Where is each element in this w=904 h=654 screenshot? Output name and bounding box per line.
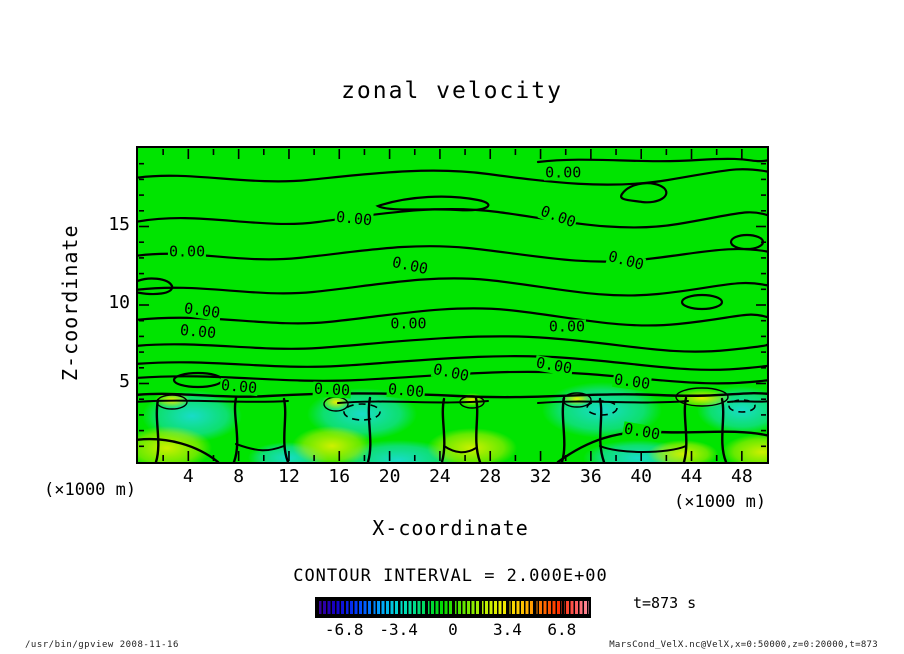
x-tick-label: 4 (182, 466, 194, 487)
contour-extrema-dashed (343, 399, 756, 421)
x-tick-label: 8 (233, 466, 245, 487)
x-tick-label: 28 (479, 466, 502, 487)
x-tick-label: 12 (278, 466, 300, 487)
chart-title: zonal velocity (341, 78, 563, 104)
colorbar-tick-label: 6.8 (547, 620, 577, 639)
colorbar-tick-label: 0 (448, 620, 458, 639)
colorbar (315, 597, 591, 618)
contour-interval-text: CONTOUR INTERVAL = 2.000E+00 (293, 566, 608, 586)
footer-program-date: /usr/bin/gpview 2008-11-16 (25, 640, 179, 650)
y-axis-unit-label: (×1000 m) (44, 480, 137, 500)
contour-extrema-solid (156, 387, 729, 412)
contour-plot-svg (138, 148, 767, 462)
x-tick-label: 24 (429, 466, 451, 487)
x-tick-label: 16 (328, 466, 351, 487)
y-tick-label: 15 (108, 213, 130, 235)
colorbar-tick-label: -6.8 (324, 620, 364, 639)
y-tick-label: 10 (108, 292, 130, 313)
footer-dataset-info: MarsCond_VelX.nc@VelX,x=0:50000,z=0:2000… (609, 640, 878, 650)
colorbar-tick-label: 3.4 (492, 620, 522, 639)
x-tick-label: 36 (580, 466, 602, 487)
y-axis-tick-labels: 5 10 15 (94, 146, 130, 460)
y-tick-label: 5 (119, 370, 130, 392)
x-tick-label: 48 (730, 466, 753, 487)
x-tick-label: 32 (529, 466, 552, 487)
plot-canvas (136, 146, 769, 464)
x-tick-label: 44 (680, 466, 703, 487)
x-axis-unit-label: (×1000 m) (674, 492, 767, 512)
colorbar-tick-labels: -6.8 -3.4 0 3.4 6.8 (317, 622, 589, 642)
x-axis-tick-labels: 4 8 12 16 20 24 28 32 36 40 44 48 (138, 468, 767, 490)
colorbar-tick-label: -3.4 (379, 620, 418, 639)
y-axis-title: Z-coordinate (58, 224, 82, 382)
x-tick-label: 40 (630, 466, 653, 487)
x-tick-label: 20 (378, 466, 401, 487)
x-axis-title: X-coordinate (372, 516, 529, 540)
time-annotation: t=873 s (633, 594, 697, 612)
axis-tick-marks (139, 149, 766, 461)
field-background (138, 148, 767, 462)
